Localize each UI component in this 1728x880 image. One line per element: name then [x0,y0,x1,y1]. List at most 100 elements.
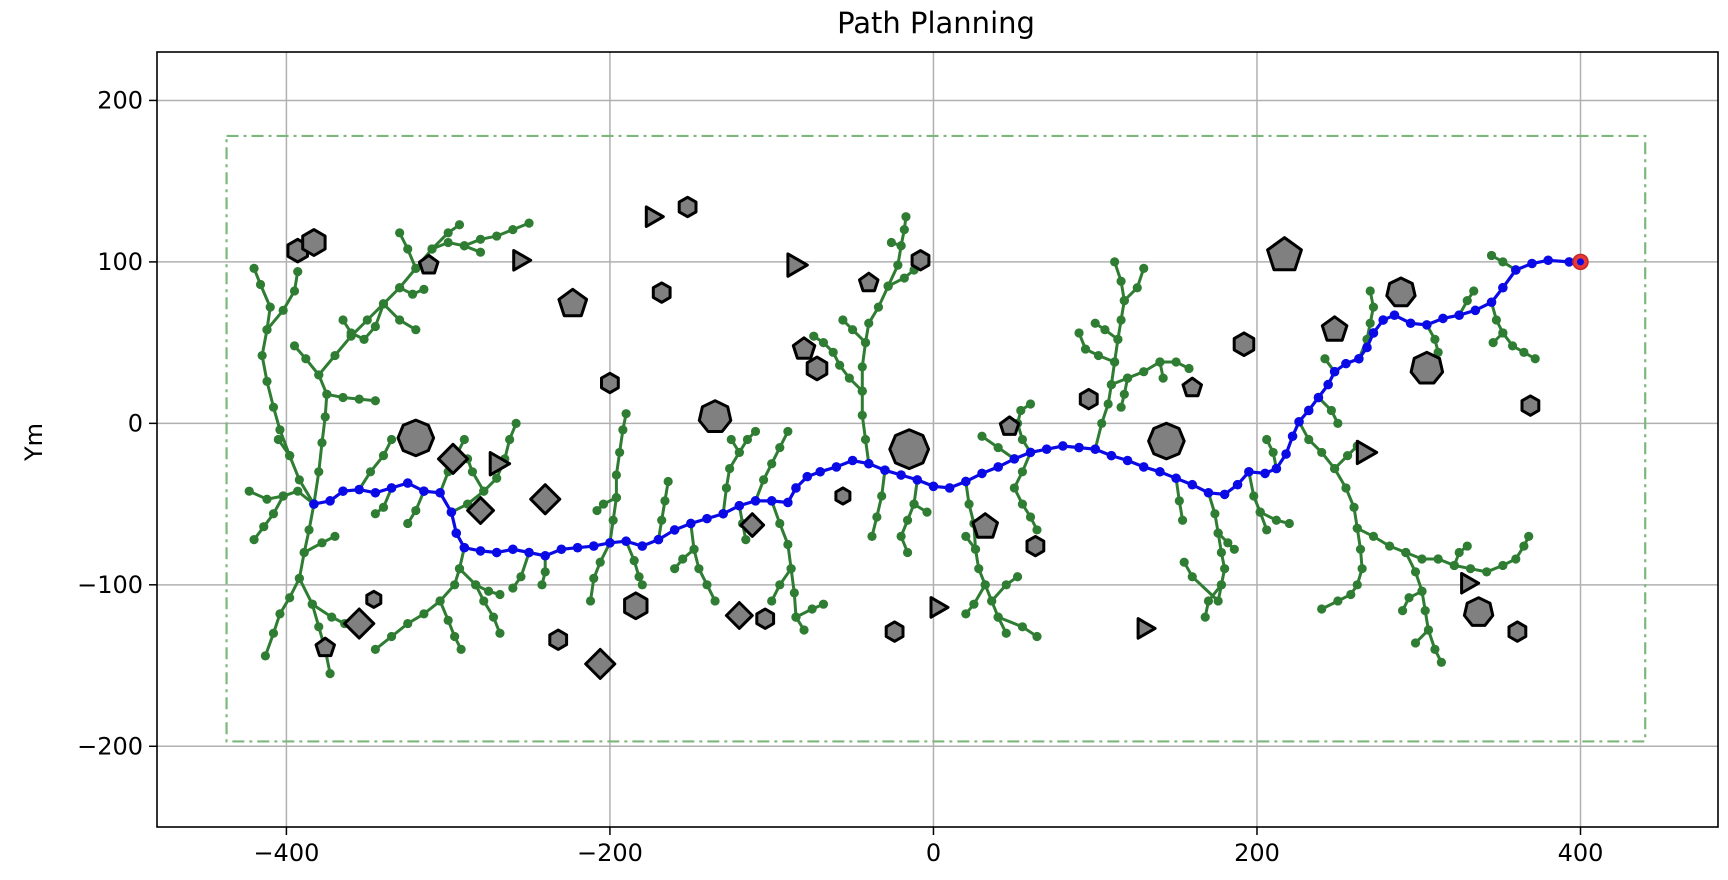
tree-node [537,580,547,590]
path-node [912,475,923,485]
path-node [1564,257,1574,267]
tree-node [327,612,337,622]
path-node [459,542,470,553]
tree-node [1017,467,1028,477]
obstacle-diamond [343,607,376,640]
path-node [1543,255,1553,266]
tree-node [993,612,1003,622]
tree-node [857,410,867,420]
tree-node [378,502,389,512]
tree-node [1009,483,1019,493]
tree-node [970,544,981,554]
tree-node [365,467,376,477]
tree-node [540,567,550,577]
tree-node [260,651,270,661]
tree-node [786,564,796,574]
tree-node [411,263,421,273]
obstacle-pentagon [791,336,817,360]
tree-node [1090,318,1100,328]
obstacles [286,195,1541,680]
path-node [863,458,874,469]
tree-node [1454,547,1464,558]
tree-node [314,467,324,477]
tree-node [1352,580,1362,590]
tree-node [378,451,389,461]
tree-node [475,234,486,244]
tree-node [896,531,906,541]
tree-node [317,538,327,548]
tree-node [1530,354,1540,364]
tree-node [1511,554,1521,564]
obstacle-diamond [437,442,470,475]
path-node [1303,405,1314,416]
tree-node [877,491,887,501]
path-node [766,496,777,506]
tree-node [689,544,699,554]
tree-node [969,599,979,609]
tree-node [403,518,413,529]
path-node [475,546,486,556]
path-node [1389,310,1400,320]
tree-node [961,609,971,619]
tree-node [734,447,744,458]
obstacle-triangle [1136,617,1157,640]
tree-node [791,612,801,622]
tree-node [670,564,680,574]
tree-node [346,328,356,338]
tree-node [1017,434,1028,445]
path-node [734,500,745,511]
tree-node [987,596,997,606]
tree-node [741,535,751,545]
tree-node [702,580,712,590]
tree-node [1110,357,1120,367]
path-node [338,486,348,496]
tree-node [257,350,267,361]
tree-node [1210,509,1220,519]
path-node [1329,366,1340,377]
tree-node [759,475,769,485]
tree-node [1482,567,1492,577]
path-node [370,487,381,498]
tree-node [1187,572,1197,582]
tree-node [1017,622,1028,632]
x-tick-label: 200 [1234,839,1280,867]
path-node [1281,449,1291,459]
tree-node [660,496,670,506]
tree-node [427,244,437,254]
tree-node [293,486,303,496]
path-node [540,550,551,561]
tree-node [314,370,324,380]
obstacle-hexagon [910,249,931,272]
tree-node [1216,580,1226,590]
tree-branch [589,542,612,602]
path-node [802,471,813,482]
tree-node [886,237,896,248]
tree-node [1486,250,1497,261]
tree-node [873,302,884,312]
path-node [1438,313,1448,324]
tree-node [1462,541,1472,551]
obstacle-pentagon [418,253,440,275]
tree-node [1488,338,1498,348]
obstacle-triangle [1460,571,1481,595]
path-node [977,468,987,479]
chart-title: Path Planning [837,6,1035,40]
tree-node [524,218,534,228]
tree-node [370,644,380,654]
obstacle-hexagon [677,195,698,219]
path-node [1187,479,1198,490]
path-node [1510,265,1521,275]
obstacle-hexagon [1520,394,1541,417]
tree-node [1113,334,1123,344]
tree-node [598,499,609,509]
tree-node [901,212,911,222]
tree-node [993,442,1003,453]
obstacle-triangle [488,451,512,477]
tree-node [961,531,971,541]
tree-node [262,494,272,504]
tree-node [259,522,269,532]
path-node [928,481,939,492]
tree-node [694,564,704,574]
tree-node [419,284,429,294]
y-axis-label: Ym [20,423,48,462]
